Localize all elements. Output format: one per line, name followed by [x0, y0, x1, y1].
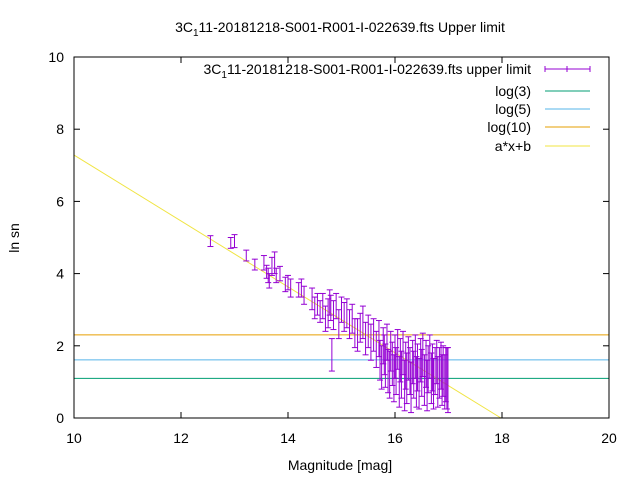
data-point: [418, 348, 425, 397]
data-point: [301, 285, 308, 305]
x-tick-label: 12: [173, 430, 189, 446]
chart-title-rest: 11-20181218-S001-R001-I-022639.fts Upper…: [199, 19, 505, 35]
chart-title-main: 3C: [175, 19, 193, 35]
legend-label: log(3): [495, 83, 531, 99]
x-tick-label: 14: [280, 430, 296, 446]
data-point: [354, 318, 361, 352]
legend-label: a*x+b: [495, 138, 531, 154]
data-point: [265, 267, 272, 284]
data-point: [333, 292, 340, 320]
y-tick-label: 10: [48, 49, 64, 65]
data-point: [273, 267, 280, 284]
data-point: [386, 350, 393, 399]
y-tick-label: 8: [56, 121, 64, 137]
data-point: [367, 323, 374, 361]
data-point: [243, 249, 250, 262]
data-point: [327, 294, 334, 322]
data-point: [383, 323, 390, 361]
x-tick-label: 20: [601, 430, 617, 446]
data-point: [424, 359, 431, 412]
data-point: [328, 338, 335, 372]
data-point: [207, 235, 214, 248]
data-point: [309, 287, 316, 311]
x-tick-label: 10: [66, 430, 82, 446]
data-point: [370, 318, 377, 352]
legend-label: 3C111-20181218-S001-R001-I-022639.fts up…: [203, 61, 531, 81]
y-tick-label: 2: [56, 338, 64, 354]
data-point: [392, 334, 398, 379]
data-point: [444, 347, 451, 414]
x-tick-label: 16: [387, 430, 403, 446]
data-point: [381, 334, 388, 376]
data-point: [357, 312, 364, 343]
data-point: [375, 320, 382, 358]
data-point: [373, 330, 380, 368]
data-point: [365, 314, 372, 349]
legend-label: log(10): [487, 119, 531, 135]
data-point: [429, 343, 436, 392]
plot-lines: [73, 154, 609, 419]
y-tick-label: 6: [56, 193, 64, 209]
data-point: [402, 341, 409, 390]
data-point: [338, 296, 345, 323]
data-point: [260, 255, 267, 271]
data-point: [326, 289, 333, 316]
data-point: [343, 298, 350, 329]
data-point: [341, 301, 348, 332]
chart-title: 3C111-20181218-S001-R001-I-022639.fts Up…: [175, 19, 505, 39]
data-point: [409, 339, 416, 385]
legend: 3C111-20181218-S001-R001-I-022639.fts up…: [203, 61, 591, 154]
data-point: [362, 321, 369, 356]
data-point: [298, 278, 305, 298]
data-point: [231, 234, 238, 249]
data-point: [287, 278, 294, 298]
y-tick-label: 0: [56, 410, 64, 426]
data-point: [251, 258, 258, 271]
data-point: [314, 292, 321, 316]
x-tick-label: 18: [494, 430, 510, 446]
legend-label: log(5): [495, 101, 531, 117]
axes: 10 12 14 16 18 20 0 2 4 6 8 10: [48, 49, 617, 446]
plot-points: [207, 234, 451, 414]
y-axis-label: ln sn: [6, 223, 22, 253]
data-point: [266, 273, 273, 289]
data-point: [268, 256, 275, 276]
x-axis-label: Magnitude [mag]: [288, 457, 392, 473]
data-point: [276, 265, 283, 282]
plot-frame: [73, 56, 610, 419]
data-point: [282, 276, 289, 293]
data-point: [406, 347, 413, 396]
data-point: [330, 300, 337, 331]
data-point: [227, 237, 234, 249]
chart-title-subscript: 1: [193, 28, 199, 39]
y-tick-label: 4: [56, 266, 64, 282]
data-point: [322, 305, 329, 332]
data-point: [346, 309, 353, 340]
data-point: [335, 309, 342, 340]
data-point: [285, 274, 291, 291]
data-point: [413, 356, 420, 408]
